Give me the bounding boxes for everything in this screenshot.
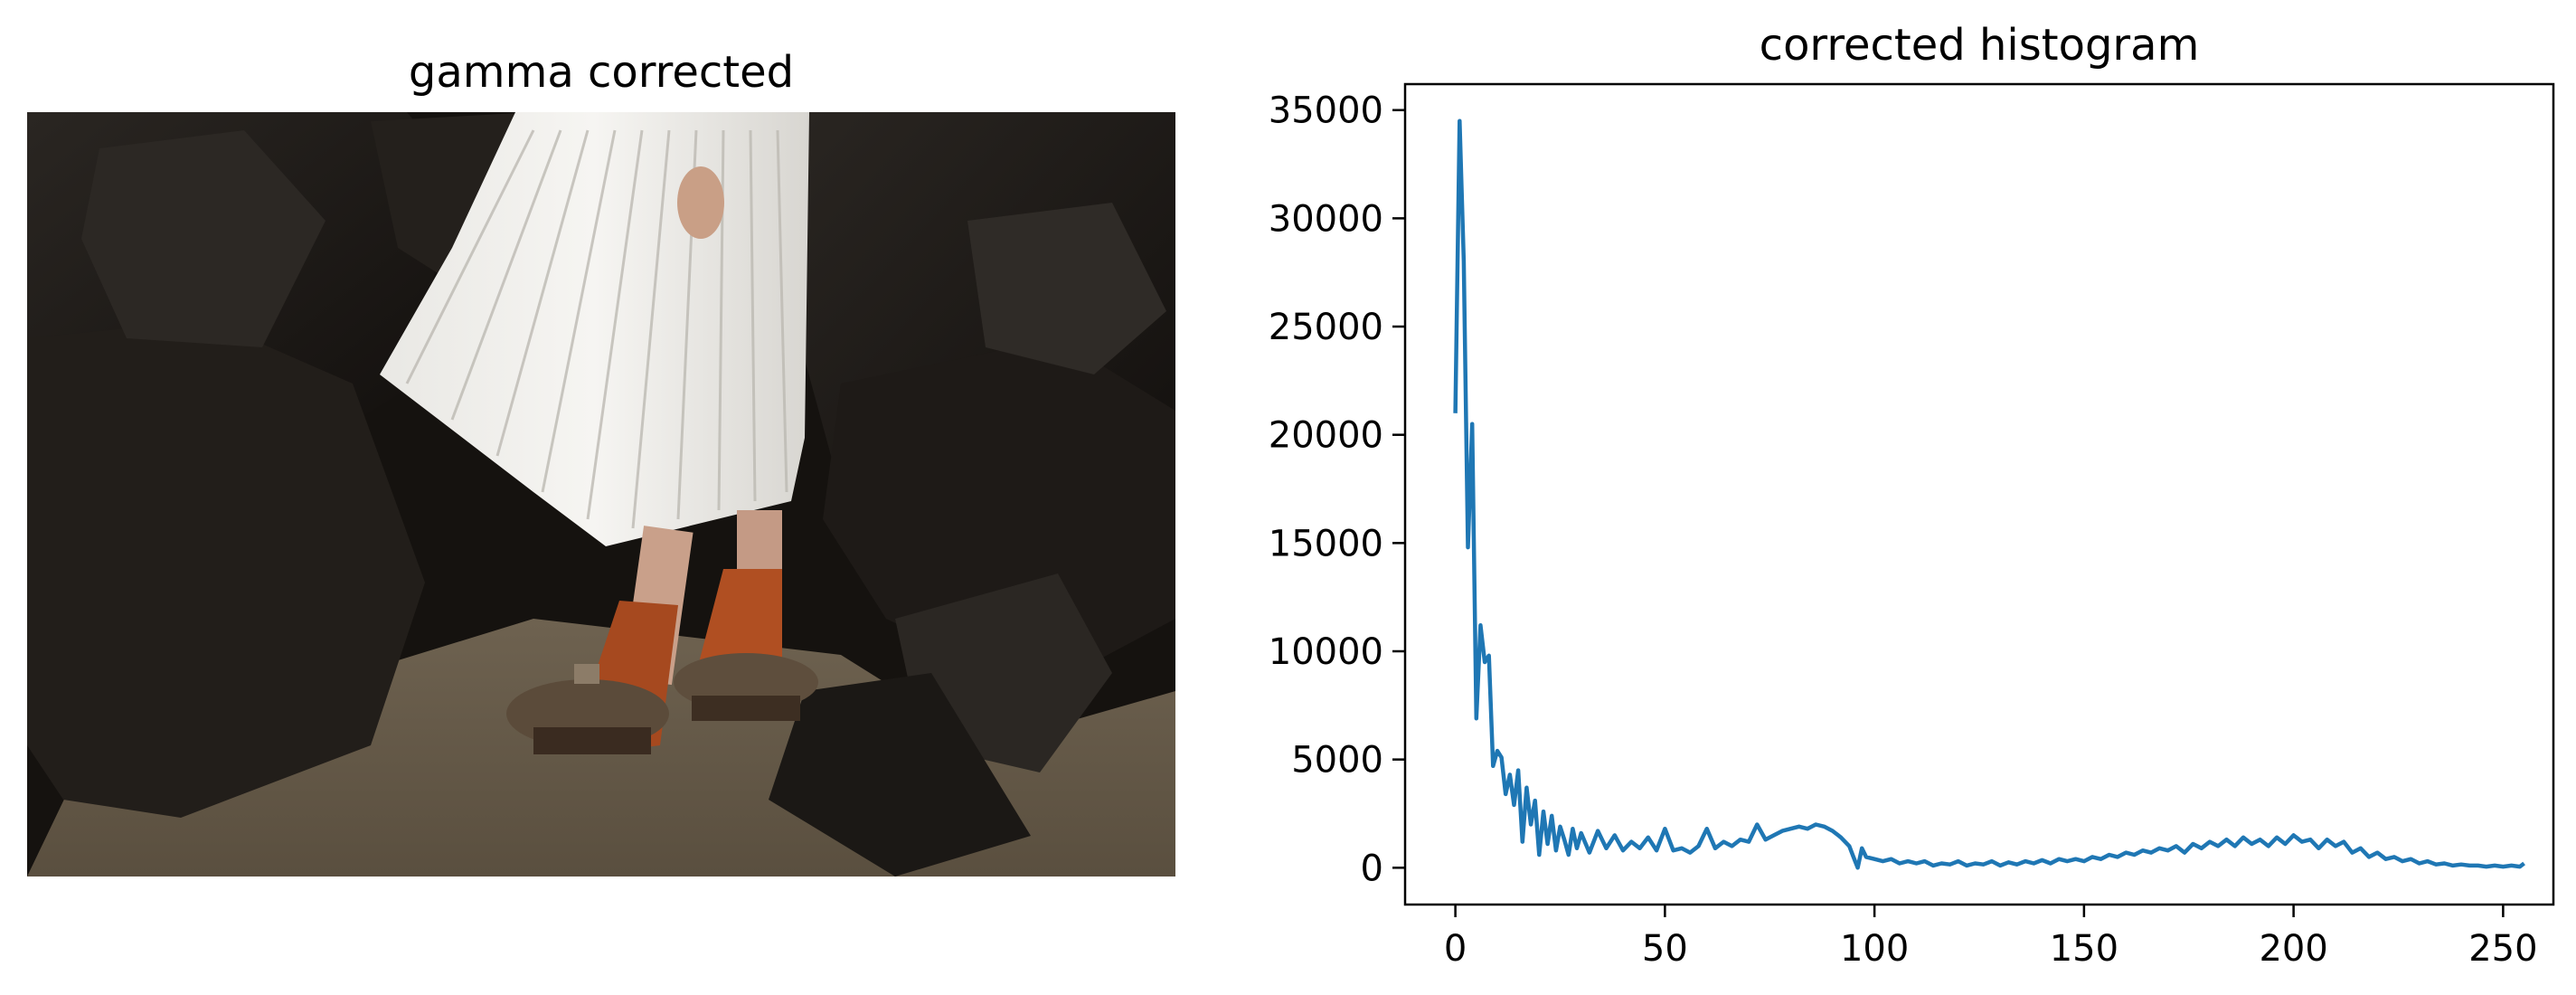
y-axis: 0 5000 10000 15000 20000 25000 30000 35000 xyxy=(1269,90,1405,889)
image-title: gamma corrected xyxy=(408,47,795,98)
y-tick-label: 20000 xyxy=(1269,415,1383,457)
x-tick-label: 250 xyxy=(2468,928,2537,970)
y-tick-label: 25000 xyxy=(1269,307,1383,348)
gamma-corrected-photo xyxy=(27,112,1175,877)
chart-title: corrected histogram xyxy=(1759,20,2200,71)
y-tick-label: 0 xyxy=(1361,848,1383,889)
histogram-line xyxy=(1453,118,2525,870)
x-tick-label: 100 xyxy=(1840,928,1909,970)
y-tick-label: 5000 xyxy=(1291,740,1383,782)
x-tick-label: 0 xyxy=(1444,928,1467,970)
x-tick-label: 150 xyxy=(2050,928,2118,970)
x-tick-label: 200 xyxy=(2259,928,2327,970)
x-axis: 0 50 100 150 200 250 xyxy=(1444,905,2538,970)
y-tick-label: 35000 xyxy=(1269,90,1383,132)
y-tick-label: 10000 xyxy=(1269,631,1383,673)
x-tick-label: 50 xyxy=(1642,928,1688,970)
y-tick-label: 30000 xyxy=(1269,198,1383,240)
axes-frame xyxy=(1403,82,2555,906)
y-tick-label: 15000 xyxy=(1269,523,1383,564)
